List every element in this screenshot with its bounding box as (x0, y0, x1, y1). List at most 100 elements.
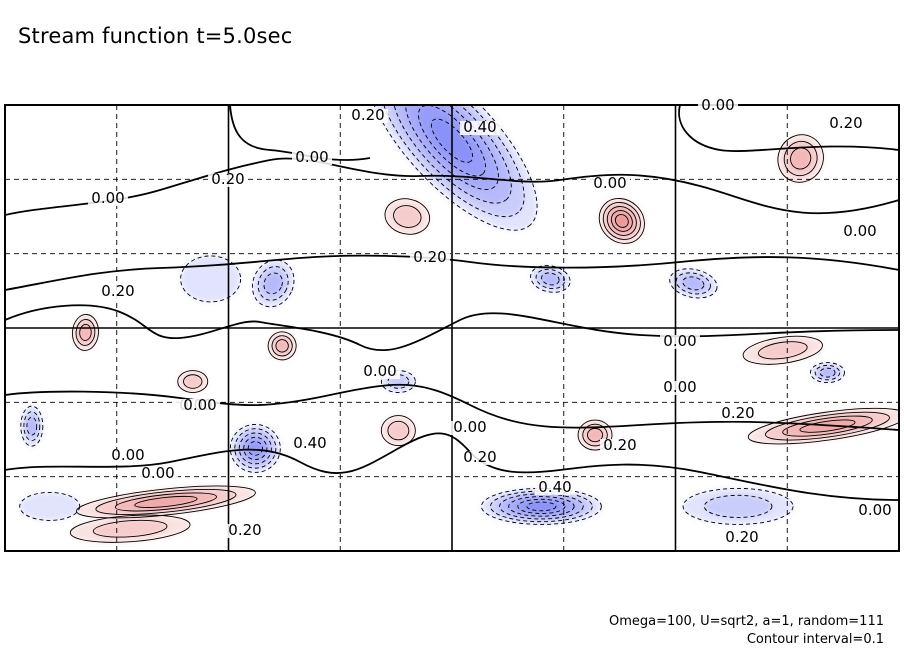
extremum-fill (683, 488, 794, 525)
contour-label-bg (600, 439, 640, 453)
extremum-contours (747, 407, 899, 445)
extremum-contours (177, 370, 209, 393)
contour-line (387, 374, 410, 389)
contour-line (430, 118, 474, 163)
contour-label: 0.00 (843, 222, 876, 240)
contour-band (393, 205, 422, 228)
contour-label-bg (590, 177, 630, 191)
contour-line (384, 198, 431, 235)
contour-line (669, 268, 718, 299)
contour-line (517, 498, 566, 514)
contour-band (26, 417, 37, 436)
contour-label: 0.00 (183, 396, 216, 414)
contour-band (387, 421, 409, 440)
extremum-fill (384, 198, 430, 235)
contour-line (405, 105, 499, 190)
contour-line (95, 488, 237, 515)
extremum-fill (180, 255, 241, 302)
contour-band (275, 339, 289, 353)
contour-label-bg (722, 531, 762, 545)
contour-label-bg (535, 481, 575, 495)
contour-label: 0.40 (293, 434, 326, 452)
contour-line (598, 198, 645, 244)
contour-line (26, 416, 38, 436)
contour-line (541, 272, 560, 286)
contour-line (742, 335, 823, 365)
contour-line (508, 496, 575, 517)
contour-line (92, 519, 168, 538)
extremum-contours (380, 415, 416, 447)
contour-line (526, 501, 557, 512)
extremum-contours (742, 335, 823, 365)
contour-label: 0.00 (593, 174, 626, 192)
contour-line (366, 105, 538, 231)
contour-line (490, 490, 593, 523)
contour-label: 0.20 (228, 521, 261, 539)
extremum-contours (530, 265, 571, 293)
contour-label-bg (698, 99, 738, 113)
contour-line (251, 259, 295, 308)
contour-label-bg (450, 421, 490, 435)
contour-band (134, 496, 198, 508)
zero-contour (229, 105, 371, 161)
contour-line (682, 487, 794, 525)
contour-line (177, 370, 209, 393)
extremum-contours (71, 314, 99, 351)
contour-line (275, 339, 289, 353)
contour-label: 0.00 (663, 332, 696, 350)
contour-line (134, 495, 198, 508)
contour-line (20, 405, 44, 447)
contour-band (263, 273, 283, 294)
contour-label-bg (290, 437, 330, 451)
contour-label: 0.20 (101, 282, 134, 300)
extremum-contours (20, 405, 44, 447)
contour-label: 0.00 (858, 501, 891, 519)
contour-line (267, 331, 297, 361)
contour-label: 0.20 (211, 170, 244, 188)
contour-band (758, 341, 808, 359)
extremum-contours (251, 259, 295, 308)
contour-band (248, 441, 263, 456)
contour-line (790, 147, 812, 170)
contour-label: 0.40 (463, 118, 496, 136)
contour-line (814, 364, 841, 381)
contour-band (682, 276, 704, 290)
contour-label: 0.00 (295, 148, 328, 166)
contour-label: 0.20 (829, 114, 862, 132)
contour-label-bg (208, 173, 248, 187)
contour-band (819, 368, 836, 378)
zero-contour (5, 157, 899, 216)
contour-label: 0.00 (111, 446, 144, 464)
contour-label-bg (410, 251, 450, 265)
extremum-contours (577, 419, 613, 451)
contour-line (243, 436, 268, 461)
extremum-fill (19, 492, 80, 521)
extremum-contours (19, 491, 81, 521)
extremum-contours (75, 485, 256, 519)
contour-line (782, 415, 873, 437)
contour-label: 0.20 (413, 248, 446, 266)
contour-label-bg (292, 151, 332, 165)
contour-line (263, 272, 283, 295)
contour-label-bg (225, 524, 265, 538)
contour-label: 0.00 (663, 378, 696, 396)
contour-label-bg (348, 109, 388, 123)
contour-line (180, 255, 242, 303)
contour-line (577, 419, 613, 451)
contour-line (238, 432, 272, 465)
contour-label: 0.20 (603, 436, 636, 454)
contour-band (587, 428, 603, 442)
contour-line (765, 411, 890, 441)
contour-line (379, 105, 525, 218)
contour-band (19, 492, 80, 521)
contour-band (790, 147, 811, 170)
contour-line (675, 272, 711, 295)
contour-label-bg (660, 335, 700, 349)
contour-label-bg (88, 192, 128, 206)
plot-frame (4, 104, 900, 552)
contour-label-bg (360, 365, 400, 379)
contour-line (23, 411, 41, 442)
extremum-contours (777, 134, 824, 183)
contour-label: 0.20 (721, 404, 754, 422)
